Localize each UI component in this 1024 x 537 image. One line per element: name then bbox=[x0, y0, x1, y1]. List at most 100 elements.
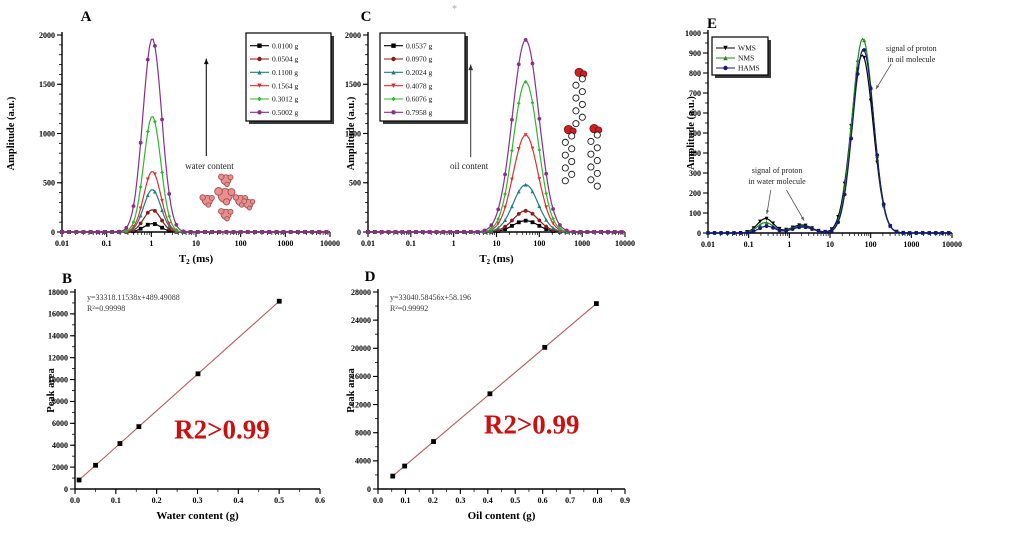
series-markers bbox=[60, 119, 329, 234]
y-tick: 0 bbox=[367, 485, 371, 494]
y-axis-title: Peak area bbox=[346, 368, 357, 413]
panel-letter-A: A bbox=[81, 9, 92, 25]
x-tick: 0.1 bbox=[102, 239, 112, 248]
annotation: water content bbox=[185, 161, 234, 171]
legend-item: 0.0100 g bbox=[272, 41, 299, 50]
x-tick: 10000 bbox=[320, 239, 340, 248]
fit-line bbox=[78, 300, 280, 481]
chart-E: 0 100 200 300 400 500 600 700 800 900 1000 0.01 0.1 1… bbox=[685, 16, 962, 249]
x-tick: 0.6 bbox=[538, 496, 548, 505]
legend-item: WMS bbox=[738, 44, 756, 53]
axes: 0 2000 4000 6000 8000 10000 12000 14000 16000 180… bbox=[46, 288, 325, 522]
legend-item: 0.7958 g bbox=[406, 108, 433, 117]
legend-item: 0.0504 g bbox=[272, 55, 299, 64]
y-tick: 18000 bbox=[48, 288, 68, 297]
fit-line bbox=[392, 303, 597, 477]
y-tick: 16000 bbox=[351, 372, 371, 381]
arrow bbox=[875, 63, 892, 90]
y-tick: 0 bbox=[64, 485, 68, 494]
x-tick: 1000 bbox=[574, 239, 590, 248]
x-tick: 0.01 bbox=[55, 239, 69, 248]
chart-C: 0 500 1000 1500 2000 0.01 0.1 1 10 100 1000 10000 Am… bbox=[345, 9, 635, 266]
y-tick: 20000 bbox=[351, 344, 371, 353]
y-tick: 14000 bbox=[48, 332, 68, 341]
panel-E: 0 100 200 300 400 500 600 700 800 900 1000 0.01 0.1 1… bbox=[680, 0, 1024, 265]
y-tick: 200 bbox=[689, 189, 701, 198]
panel-C: 0 500 1000 1500 2000 0.01 0.1 1 10 100 1000 10000 Am… bbox=[340, 0, 680, 266]
y-tick: 0 bbox=[697, 229, 701, 238]
x-tick: 1 bbox=[787, 240, 791, 249]
equation-text: y=33040.58456x+58.196 bbox=[390, 293, 471, 302]
y-tick: 100 bbox=[689, 209, 701, 218]
y-tick: 800 bbox=[689, 69, 701, 78]
legend: 0.0100 g 0.0504 g 0.1100 g 0.1564 g 0.3012 g… bbox=[245, 32, 334, 124]
legend-item: 0.1100 g bbox=[272, 68, 298, 77]
oil-chains-art bbox=[561, 67, 603, 190]
y-tick: 500 bbox=[43, 179, 55, 188]
y-tick: 0 bbox=[51, 228, 55, 237]
y-tick: 1000 bbox=[345, 129, 361, 138]
y-tick: 24000 bbox=[351, 316, 371, 325]
y-tick: 700 bbox=[689, 89, 701, 98]
legend-item: 0.4078 g bbox=[406, 81, 433, 90]
arrow bbox=[468, 64, 474, 158]
series-markers bbox=[60, 208, 329, 234]
x-tick: 0.5 bbox=[510, 496, 520, 505]
equation-text: y=33318.11538x+489.49088 bbox=[87, 293, 180, 302]
annotation: signal of proton bbox=[886, 44, 937, 53]
x-tick: 1 bbox=[452, 239, 456, 248]
x-tick: 1000 bbox=[903, 240, 919, 249]
arrow bbox=[786, 189, 805, 221]
x-tick: 0.3 bbox=[455, 496, 465, 505]
y-tick: 400 bbox=[689, 149, 701, 158]
y-tick: 4000 bbox=[355, 457, 371, 466]
series-markers bbox=[706, 48, 951, 235]
x-tick: 0.1 bbox=[111, 496, 121, 505]
panel-D: 0 4000 8000 12000 16000 20000 24000 28000 0.0 0.1… bbox=[340, 265, 650, 537]
arrow bbox=[765, 189, 772, 215]
y-tick: 28000 bbox=[351, 288, 371, 297]
legend-item: 0.0537 g bbox=[406, 41, 433, 50]
y-tick: 12000 bbox=[48, 353, 68, 362]
x-tick: 0.0 bbox=[70, 496, 80, 505]
x-tick: 0.8 bbox=[593, 496, 603, 505]
y-tick: 4000 bbox=[52, 441, 68, 450]
panel-letter-E: E bbox=[707, 16, 717, 32]
annotation: signal of proton bbox=[752, 166, 803, 175]
x-tick: 10 bbox=[493, 239, 501, 248]
panel-F bbox=[650, 250, 1024, 537]
arrow bbox=[203, 58, 209, 157]
chart-F bbox=[650, 250, 1024, 537]
y-axis-title: Peak area bbox=[46, 368, 57, 413]
y-tick: 1000 bbox=[39, 129, 55, 138]
series-markers bbox=[366, 182, 624, 234]
series-markers bbox=[60, 172, 329, 234]
legend-item: 0.6076 g bbox=[406, 95, 433, 104]
x-tick: 100 bbox=[533, 239, 545, 248]
legend-item: 0.1564 g bbox=[272, 81, 299, 90]
annotation: in water molecule bbox=[748, 177, 806, 186]
x-tick: 10 bbox=[826, 240, 834, 249]
y-tick: 1500 bbox=[345, 80, 361, 89]
y-tick: 6000 bbox=[52, 419, 68, 428]
stray-mark: * bbox=[452, 4, 457, 15]
x-tick: 0.4 bbox=[483, 496, 493, 505]
y-tick: 1500 bbox=[39, 80, 55, 89]
x-axis-title: T2 (ms) bbox=[179, 253, 214, 266]
legend: 0.0537 g 0.0970 g 0.2024 g 0.4078 g 0.6076 g… bbox=[379, 32, 468, 124]
x-tick: 10000 bbox=[615, 239, 635, 248]
y-tick: 500 bbox=[349, 179, 361, 188]
big-r2-label: R2>0.99 bbox=[484, 409, 580, 439]
chart-D: 0 4000 8000 12000 16000 20000 24000 28000 0.0 0.1… bbox=[346, 269, 630, 522]
x-tick: 0.01 bbox=[701, 240, 715, 249]
panel-B: 0 2000 4000 6000 8000 10000 12000 14000 16000 180… bbox=[40, 265, 340, 537]
data-points bbox=[76, 298, 282, 483]
panel-letter-C: C bbox=[361, 9, 372, 25]
y-axis-title: Amplitude (a.u.) bbox=[6, 96, 17, 170]
legend-item: 0.5002 g bbox=[272, 108, 299, 117]
panel-letter-D: D bbox=[365, 269, 376, 285]
x-axis-title: Water content (g) bbox=[156, 510, 239, 522]
panel-A: 0 500 1000 1500 2000 0.01 0.1 1 10 100 1000 10000 Am… bbox=[0, 0, 340, 266]
series-0.1564 g bbox=[62, 171, 330, 233]
y-tick: 0 bbox=[357, 228, 361, 237]
